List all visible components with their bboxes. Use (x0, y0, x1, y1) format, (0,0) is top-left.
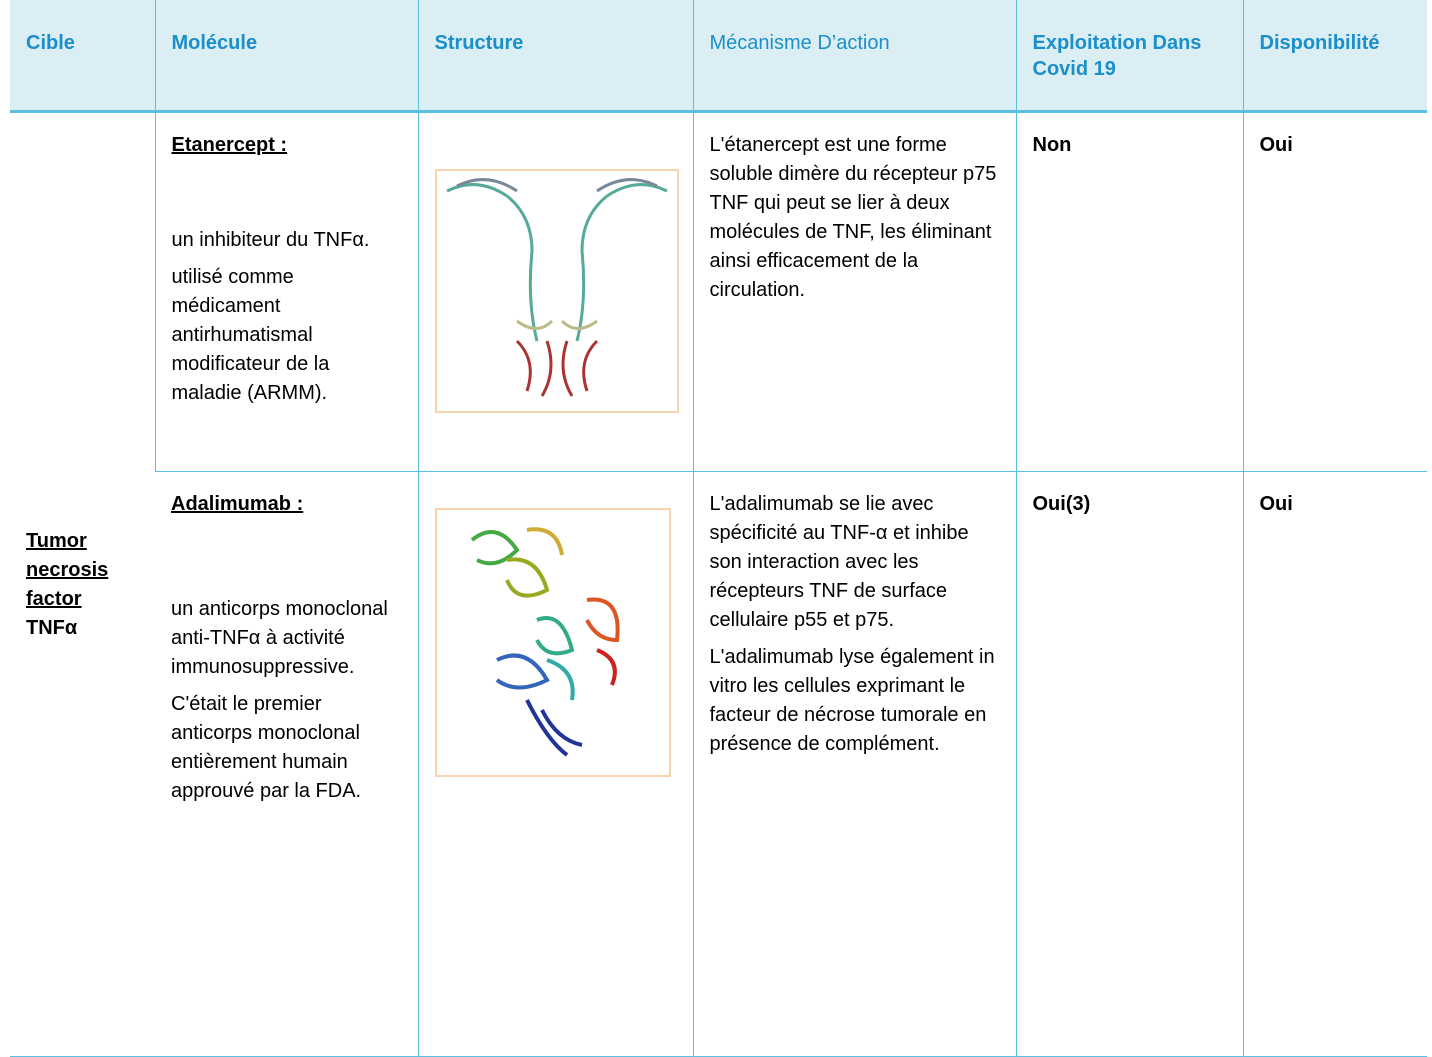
availability-cell: Oui (1242, 471, 1427, 1057)
description: un anticorps monoclonal anti-TNFα à acti… (171, 598, 388, 678)
header-cell: Disponibilité (1242, 0, 1427, 113)
structure-image (434, 169, 679, 413)
row: Adalimumab : un anticorps monoclonal ant… (10, 471, 1427, 1057)
target-cell: Tumor necrosis factor TNFα (10, 111, 155, 1057)
target-name: Tumor necrosis factor (26, 529, 109, 610)
row: Tumor necrosis factor TNFα Etanercept : … (10, 111, 1427, 1057)
header-cell: Structure (417, 0, 693, 113)
header-cell: Cible (10, 0, 155, 113)
header-cell: Mécanisme D’action (692, 0, 1016, 113)
mechanism: L'adalimumab se lie avec spécificité au … (709, 493, 969, 631)
header-row: Cible Molécule Structure Mécanisme D’act… (10, 0, 1427, 113)
molecule-name: Adalimumab : (171, 493, 304, 515)
molecule-cell: Adalimumab : un anticorps monoclonal ant… (155, 471, 418, 1057)
mechanism: L'étanercept est une forme soluble dimèr… (709, 134, 997, 301)
table: Cible Molécule Structure Mécanisme D’act… (10, 0, 1427, 1057)
mechanism-cell: L'étanercept est une forme soluble dimèr… (692, 111, 1016, 472)
header-cell: Exploitation Dans Covid 19 (1015, 0, 1243, 113)
description: un inhibiteur du TNFα. (171, 229, 370, 251)
exploitation-cell: Non (1015, 111, 1243, 472)
molecule-name: Etanercept : (171, 134, 288, 156)
header-cell: Molécule (154, 0, 418, 113)
mechanism: L'adalimumab lyse également in vitro les… (709, 646, 995, 755)
availability-cell: Oui (1242, 111, 1427, 472)
description: C'était le premier anticorps monoclonal … (171, 693, 362, 802)
exploitation-cell: Oui(3) (1015, 471, 1243, 1057)
structure-cell (417, 471, 693, 1057)
target-code: TNFα (26, 616, 78, 639)
mechanism-cell: L'adalimumab se lie avec spécificité au … (692, 471, 1016, 1057)
description: utilisé comme médicament antirhumatismal… (171, 266, 330, 404)
structure-cell (417, 111, 693, 472)
structure-image (434, 508, 671, 777)
molecule-cell: Etanercept : un inhibiteur du TNFα. util… (154, 111, 418, 472)
